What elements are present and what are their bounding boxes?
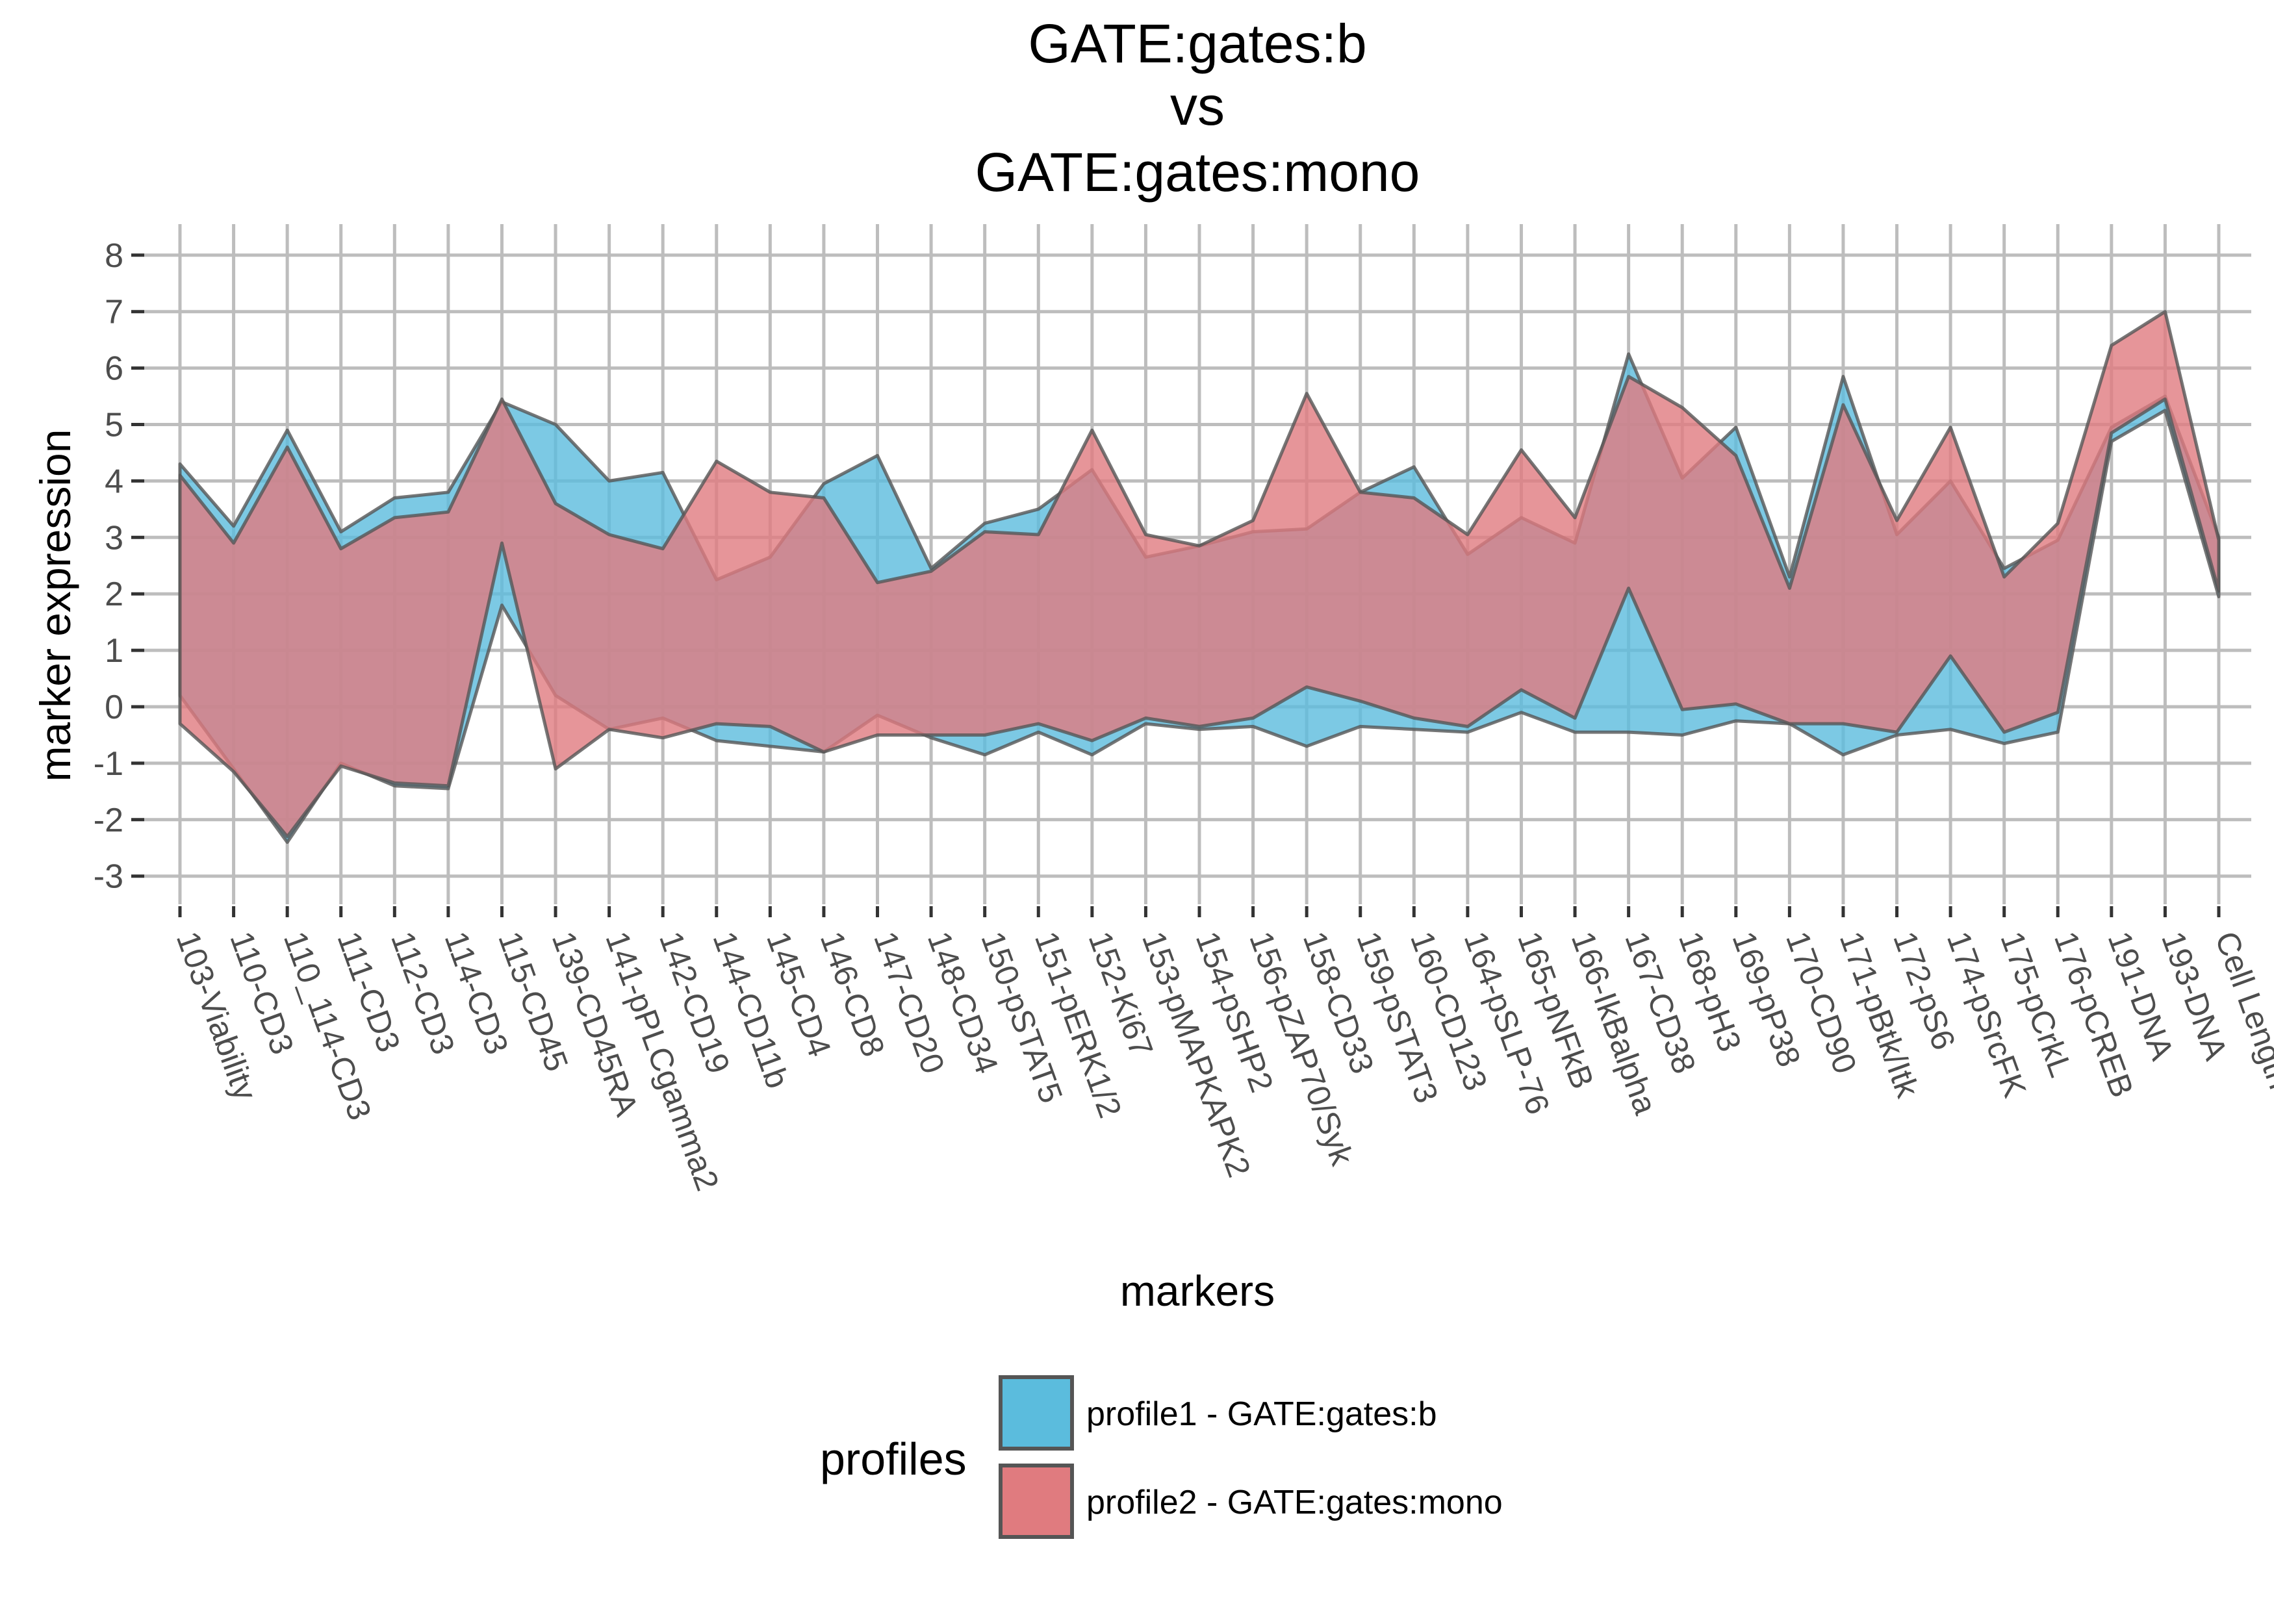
x-axis: 103-Viability110-CD3110_114-CD3111-CD311… xyxy=(170,906,2274,1195)
y-tick-label: 2 xyxy=(105,576,123,613)
y-axis: -3 -2 -1 0 1 2 3 4 5 6 7 8 xyxy=(94,237,144,896)
legend-title: profiles xyxy=(820,1434,967,1484)
y-tick-label: -1 xyxy=(94,745,123,783)
chart-title-line-2: vs xyxy=(1170,75,1225,136)
chart-title-line-3: GATE:gates:mono xyxy=(975,142,1420,203)
y-tick-label: 1 xyxy=(105,632,123,670)
legend-key-profile2 xyxy=(999,1464,1074,1539)
y-tick-label: 4 xyxy=(105,463,123,500)
y-axis-label: marker expression xyxy=(31,429,79,782)
x-axis-label: markers xyxy=(1120,1267,1275,1315)
legend-label-profile1: profile1 - GATE:gates:b xyxy=(1086,1395,1437,1433)
chart-title-line-1: GATE:gates:b xyxy=(1028,13,1366,74)
y-tick-label: -3 xyxy=(94,858,123,896)
y-tick-label: 3 xyxy=(105,519,123,557)
legend: profiles profile1 - GATE:gates:b profile2… xyxy=(820,1375,1503,1539)
series-area-profile2 xyxy=(178,310,2221,839)
y-tick-label: 8 xyxy=(105,237,123,275)
legend-key-profile1 xyxy=(999,1375,1074,1451)
y-tick-label: -2 xyxy=(94,802,123,839)
legend-label-profile2: profile2 - GATE:gates:mono xyxy=(1086,1484,1503,1521)
y-tick-label: 5 xyxy=(105,407,123,444)
y-tick-label: 0 xyxy=(105,689,123,726)
y-tick-label: 7 xyxy=(105,294,123,331)
y-tick-label: 6 xyxy=(105,350,123,388)
series-areas xyxy=(178,310,2221,844)
